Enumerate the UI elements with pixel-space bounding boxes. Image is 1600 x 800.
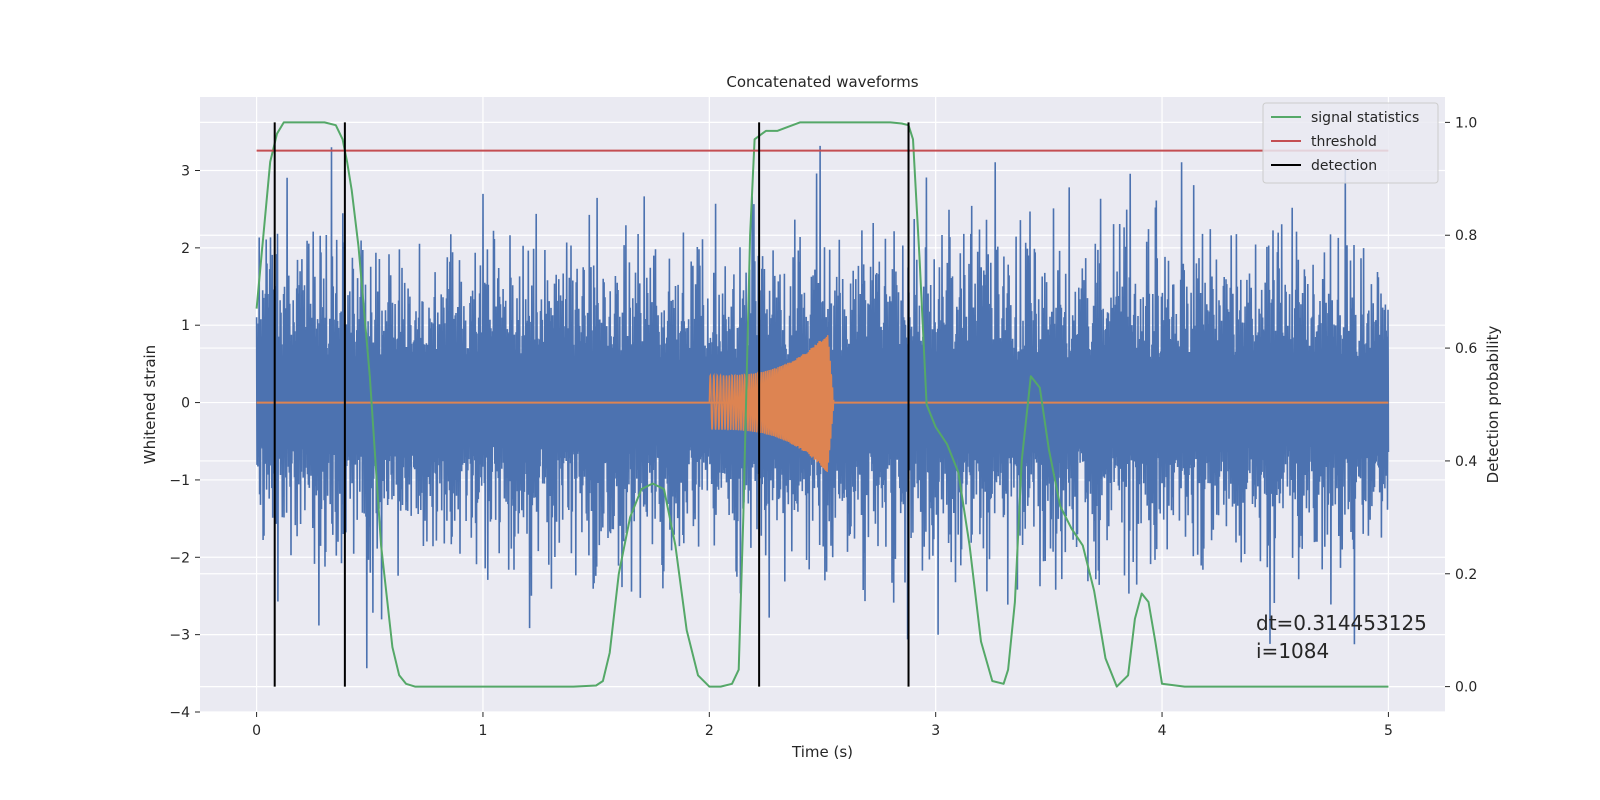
y2-axis-title: Detection probability: [1484, 326, 1502, 484]
legend-label: threshold: [1311, 134, 1377, 150]
legend-box: [1262, 102, 1439, 184]
data-layer: [255, 121, 1390, 688]
y-axis-title: Whitened strain: [141, 345, 159, 464]
legend: signal statistics threshold detection: [1262, 102, 1439, 184]
y-tick-label: 2: [181, 241, 190, 257]
x-axis-title: Time (s): [791, 743, 853, 761]
annotation: dt=0.314453125 i=1084: [1256, 611, 1427, 663]
y2-tick-label: 0.2: [1455, 567, 1477, 583]
annotation-line: dt=0.314453125: [1256, 611, 1427, 635]
chart-title: Concatenated waveforms: [726, 73, 918, 91]
y2-tick-label: 0.4: [1455, 454, 1477, 470]
legend-label: signal statistics: [1311, 110, 1419, 126]
y2-tick-label: 0.8: [1455, 228, 1477, 244]
y-tick-label: 3: [181, 163, 190, 179]
annotation-line: i=1084: [1256, 639, 1329, 663]
axes: 0 1 2 3 4 5 −4 −3 −2 −1 0 1 2 3 0.0 0.2 0.4 0.6 0.8 1.0: [169, 115, 1477, 739]
y2-tick-label: 0.0: [1455, 680, 1477, 696]
signal-statistics-line: [255, 121, 1389, 688]
x-tick-label: 3: [931, 723, 940, 739]
y-tick-label: −1: [169, 473, 190, 489]
y-tick-label: −2: [169, 550, 190, 566]
x-tick-label: 5: [1384, 723, 1393, 739]
x-tick-label: 4: [1158, 723, 1167, 739]
y-tick-label: −3: [169, 628, 190, 644]
chirp-series-line: [708, 335, 835, 473]
x-tick-label: 2: [705, 723, 714, 739]
y-tick-label: 0: [181, 396, 190, 412]
y2-tick-label: 0.6: [1455, 341, 1477, 357]
legend-label: detection: [1311, 158, 1377, 174]
y-tick-label: 1: [181, 318, 190, 334]
y2-tick-label: 1.0: [1455, 115, 1477, 131]
x-tick-label: 0: [252, 723, 261, 739]
x-tick-label: 1: [478, 723, 487, 739]
y-tick-label: −4: [169, 705, 190, 721]
